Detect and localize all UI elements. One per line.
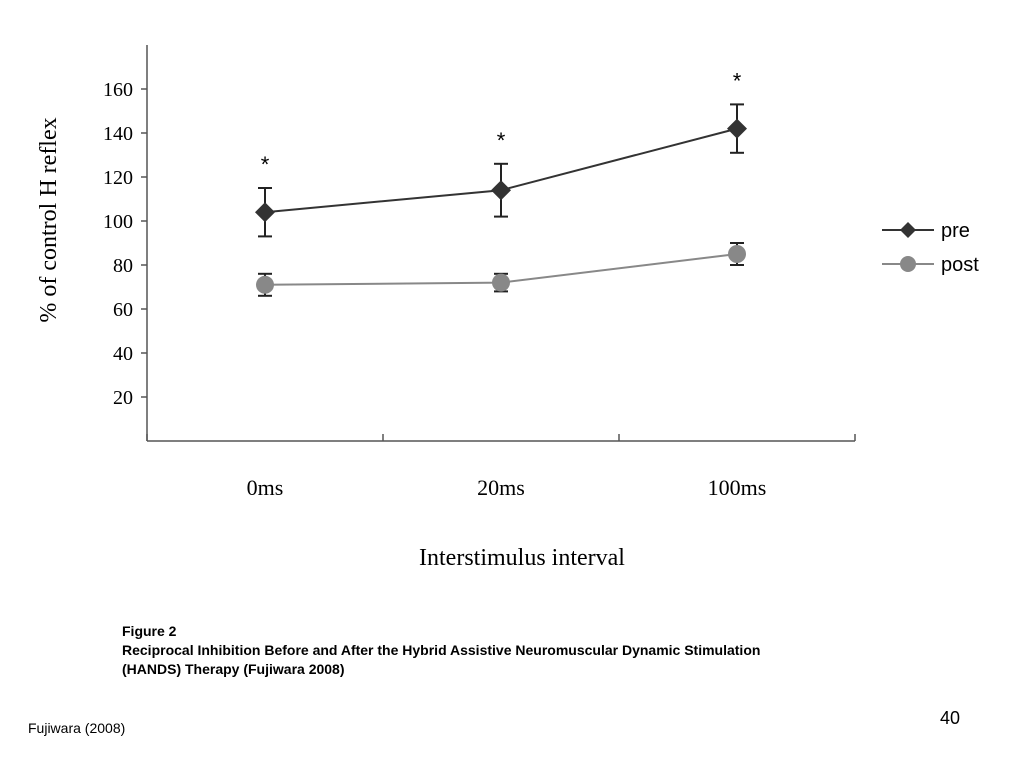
y-axis-ticks: 20 40 60 80 100 120 140 160 bbox=[103, 79, 147, 409]
series-group bbox=[255, 103, 747, 297]
x-tick-label: 0ms bbox=[247, 475, 284, 500]
y-tick-label: 100 bbox=[103, 211, 133, 233]
significance-marker: * bbox=[733, 68, 742, 93]
y-axis-label: % of control H reflex bbox=[36, 117, 62, 322]
chart-axes bbox=[146, 45, 855, 442]
caption-line-2: (HANDS) Therapy (Fujiwara 2008) bbox=[122, 661, 345, 677]
x-tick-label: 20ms bbox=[477, 475, 525, 500]
y-tick-label: 20 bbox=[113, 387, 133, 409]
series-pre bbox=[255, 103, 747, 238]
figure-label: Figure 2 bbox=[122, 623, 177, 639]
legend-label-pre: pre bbox=[941, 220, 970, 242]
page-number: 40 bbox=[940, 708, 961, 728]
data-point-pre bbox=[255, 202, 275, 223]
series-post bbox=[256, 242, 746, 297]
y-tick-label: 120 bbox=[103, 167, 133, 189]
y-tick-label: 80 bbox=[113, 255, 133, 277]
x-axis-label: Interstimulus interval bbox=[419, 545, 625, 571]
y-tick-label: 40 bbox=[113, 343, 133, 365]
source-citation: Fujiwara (2008) bbox=[28, 720, 126, 736]
x-axis-ticks: 0ms 20ms 100ms bbox=[146, 434, 856, 500]
data-point-post bbox=[728, 245, 746, 263]
data-point-post bbox=[492, 273, 510, 292]
legend-marker-post bbox=[900, 256, 916, 272]
significance-marker: * bbox=[497, 128, 506, 153]
legend-marker-pre bbox=[900, 222, 916, 238]
data-point-pre bbox=[491, 180, 511, 201]
y-tick-label: 60 bbox=[113, 299, 133, 321]
significance-marker: * bbox=[261, 152, 270, 177]
legend: pre post bbox=[882, 220, 979, 276]
data-point-post bbox=[256, 275, 274, 294]
legend-label-post: post bbox=[941, 254, 979, 276]
figure-caption: Figure 2 Reciprocal Inhibition Before an… bbox=[122, 622, 942, 679]
y-tick-label: 160 bbox=[103, 79, 133, 101]
x-tick-label: 100ms bbox=[708, 475, 767, 500]
caption-line-1: Reciprocal Inhibition Before and After t… bbox=[122, 642, 761, 658]
data-point-pre bbox=[727, 118, 747, 139]
y-tick-label: 140 bbox=[103, 123, 133, 145]
annotations-group: * * * bbox=[261, 68, 742, 177]
line-chart: 20 40 60 80 100 120 140 160 0ms 20ms 100ms % of c… bbox=[36, 45, 979, 571]
